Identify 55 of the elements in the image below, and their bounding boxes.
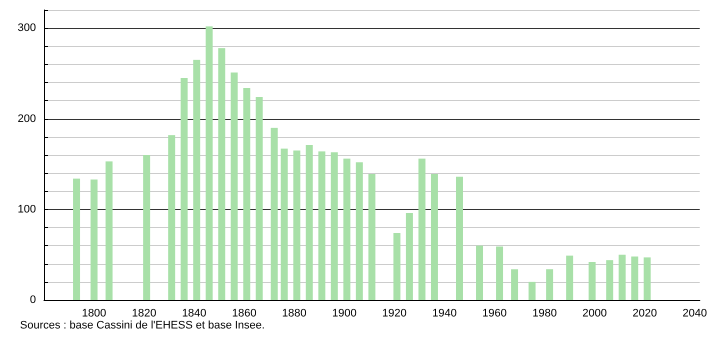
x-tick-label: 2040 xyxy=(682,308,708,320)
bar xyxy=(243,88,250,300)
bar xyxy=(306,145,313,300)
bar xyxy=(618,254,626,300)
bar xyxy=(418,158,426,300)
bar xyxy=(368,174,376,300)
bar xyxy=(293,150,300,300)
bar xyxy=(511,269,518,300)
bar xyxy=(206,26,213,300)
bar xyxy=(180,78,188,300)
x-tick-label: 1980 xyxy=(532,308,557,320)
bar xyxy=(330,152,338,300)
x-tick-label: 1840 xyxy=(182,308,206,320)
bar xyxy=(230,72,238,300)
bar xyxy=(73,178,80,300)
x-tick-label: 1860 xyxy=(232,308,256,320)
y-tick-label: 100 xyxy=(18,203,36,216)
x-tick-label: 2020 xyxy=(632,308,657,320)
bar xyxy=(90,179,98,300)
bar xyxy=(406,213,413,300)
bar xyxy=(644,257,651,300)
bar xyxy=(168,135,176,300)
bar xyxy=(356,162,363,300)
bar xyxy=(430,174,438,300)
x-tick-label: 2000 xyxy=(582,308,607,320)
x-tick-label: 1880 xyxy=(282,308,307,320)
bar xyxy=(343,158,350,300)
bar xyxy=(280,148,288,300)
bar xyxy=(606,260,614,300)
x-tick-label: 1920 xyxy=(382,308,407,320)
y-tick-label: 0 xyxy=(30,294,36,306)
bar xyxy=(106,161,113,300)
bar xyxy=(318,151,326,300)
bar xyxy=(496,246,504,300)
y-tick-label: 300 xyxy=(18,22,36,34)
bar xyxy=(143,155,150,300)
bar xyxy=(456,176,463,300)
x-tick-label: 1820 xyxy=(132,308,156,320)
x-tick-label: 1900 xyxy=(332,308,357,320)
bar xyxy=(588,262,596,300)
y-tick-label: 200 xyxy=(18,112,36,125)
bar xyxy=(218,48,226,300)
bar xyxy=(393,232,400,300)
bar xyxy=(566,256,574,300)
bar xyxy=(270,128,278,300)
x-tick-label: 1940 xyxy=(432,308,457,320)
bar xyxy=(193,60,200,300)
x-tick-label: 1800 xyxy=(82,308,106,320)
source-note: Sources : base Cassini de l'EHESS et base Insee. xyxy=(20,320,265,332)
bar xyxy=(476,246,484,300)
bar xyxy=(631,256,638,300)
bar xyxy=(256,97,263,300)
x-tick-label: 1960 xyxy=(482,308,507,320)
bar xyxy=(546,269,554,300)
bar xyxy=(528,282,536,300)
